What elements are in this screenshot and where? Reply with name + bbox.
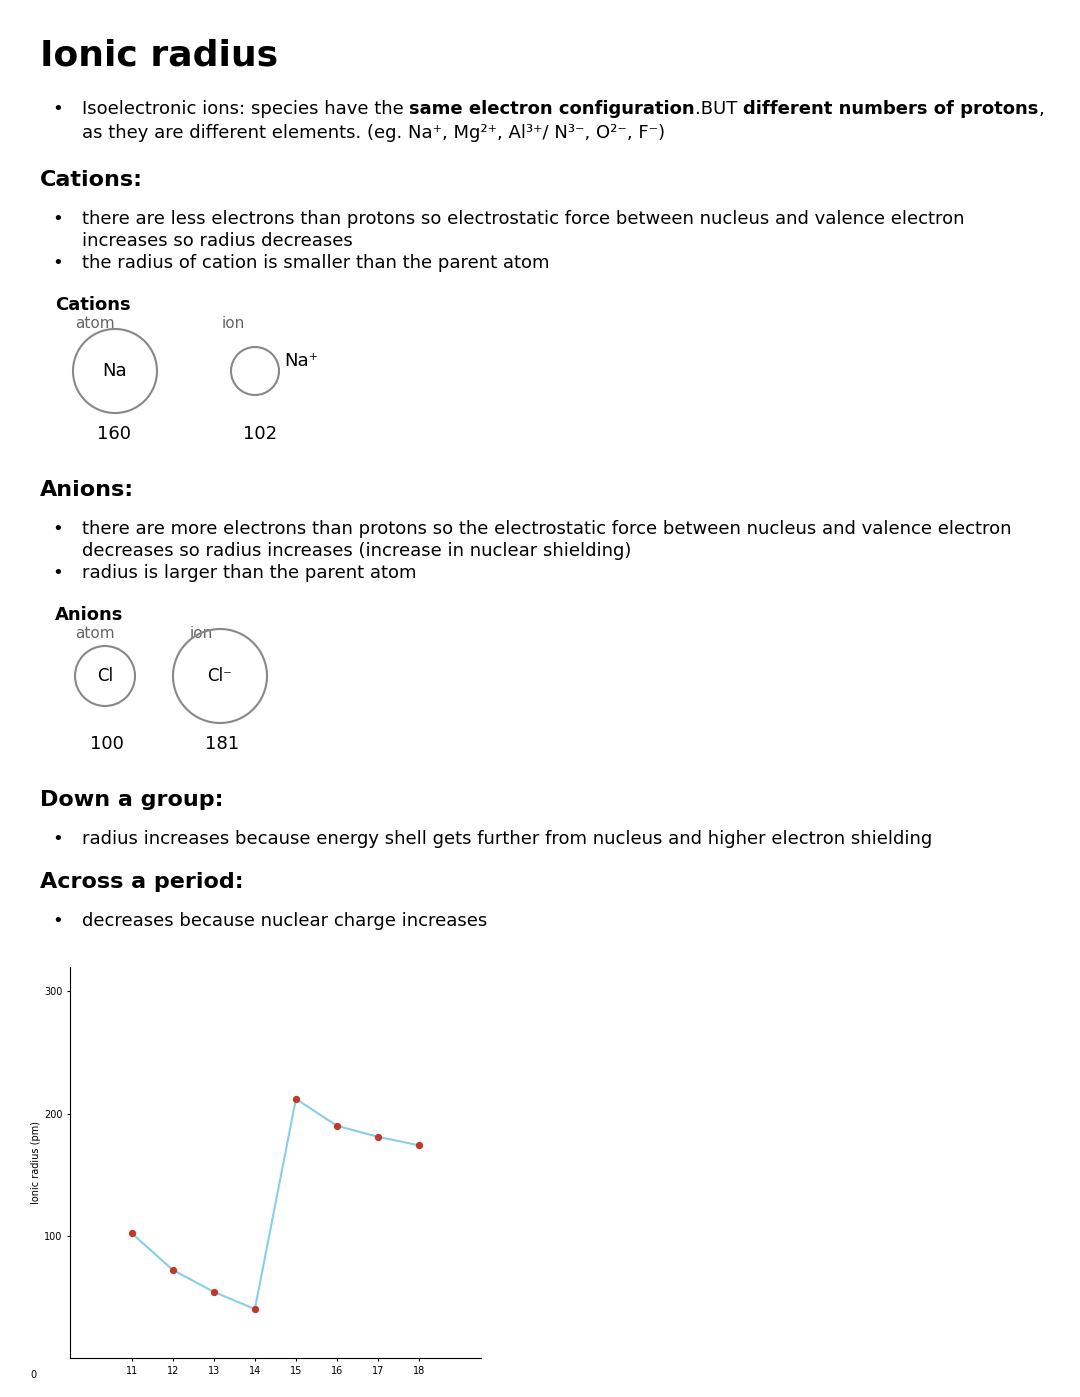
Text: decreases because nuclear charge increases: decreases because nuclear charge increas… <box>82 912 487 930</box>
Point <box>328 1115 346 1137</box>
Text: Cl⁻: Cl⁻ <box>207 666 232 685</box>
Text: Isoelectronic ions:: Isoelectronic ions: <box>82 101 251 117</box>
Text: atom: atom <box>75 626 114 641</box>
Text: species have the: species have the <box>251 101 409 117</box>
Text: •: • <box>52 564 63 583</box>
Text: Across a period:: Across a period: <box>40 872 244 893</box>
Text: radius is larger than the parent atom: radius is larger than the parent atom <box>82 564 417 583</box>
Point <box>369 1126 387 1148</box>
Text: as they are different elements. (eg. Na⁺, Mg²⁺, Al³⁺/ N³⁻, O²⁻, F⁻): as they are different elements. (eg. Na⁺… <box>82 124 665 142</box>
Text: 100: 100 <box>90 735 124 753</box>
Point <box>164 1259 181 1281</box>
Text: Na⁺: Na⁺ <box>284 352 318 370</box>
Text: 102: 102 <box>243 425 278 443</box>
Text: Down a group:: Down a group: <box>40 789 224 810</box>
Text: •: • <box>52 520 63 538</box>
Text: the radius of cation is smaller than the parent atom: the radius of cation is smaller than the… <box>82 254 550 272</box>
Text: •: • <box>52 254 63 272</box>
Text: 0: 0 <box>30 1369 37 1380</box>
Text: •: • <box>52 912 63 930</box>
Text: increases so radius decreases: increases so radius decreases <box>82 232 353 250</box>
Text: Anions: Anions <box>55 606 123 624</box>
Text: radius increases because energy shell gets further from nucleus and higher elect: radius increases because energy shell ge… <box>82 830 932 848</box>
Y-axis label: Ionic radius (pm): Ionic radius (pm) <box>31 1120 41 1204</box>
Text: there are more electrons than protons so the electrostatic force between nucleus: there are more electrons than protons so… <box>82 520 1012 538</box>
Text: .BUT: .BUT <box>696 101 743 117</box>
Point <box>123 1222 140 1245</box>
Point <box>410 1134 428 1157</box>
Text: atom: atom <box>75 316 114 331</box>
Text: •: • <box>52 101 63 117</box>
Text: ion: ion <box>222 316 245 331</box>
Text: Ionic radius: Ionic radius <box>40 38 279 73</box>
Text: same electron configuration: same electron configuration <box>409 101 696 117</box>
Text: decreases so radius increases (increase in nuclear shielding): decreases so radius increases (increase … <box>82 542 632 560</box>
Text: Anions:: Anions: <box>40 481 134 500</box>
Text: Na: Na <box>103 362 127 380</box>
Text: Cations:: Cations: <box>40 170 143 190</box>
Text: •: • <box>52 210 63 228</box>
Point <box>246 1298 264 1320</box>
Text: 181: 181 <box>205 735 239 753</box>
Text: different numbers of protons: different numbers of protons <box>743 101 1039 117</box>
Point <box>287 1088 305 1111</box>
Text: Cl: Cl <box>97 666 113 685</box>
Text: ion: ion <box>190 626 213 641</box>
Text: 160: 160 <box>97 425 131 443</box>
Point <box>205 1281 222 1303</box>
Text: Cations: Cations <box>55 296 131 314</box>
Text: ,: , <box>1039 101 1044 117</box>
Text: there are less electrons than protons so electrostatic force between nucleus and: there are less electrons than protons so… <box>82 210 964 228</box>
Text: •: • <box>52 830 63 848</box>
